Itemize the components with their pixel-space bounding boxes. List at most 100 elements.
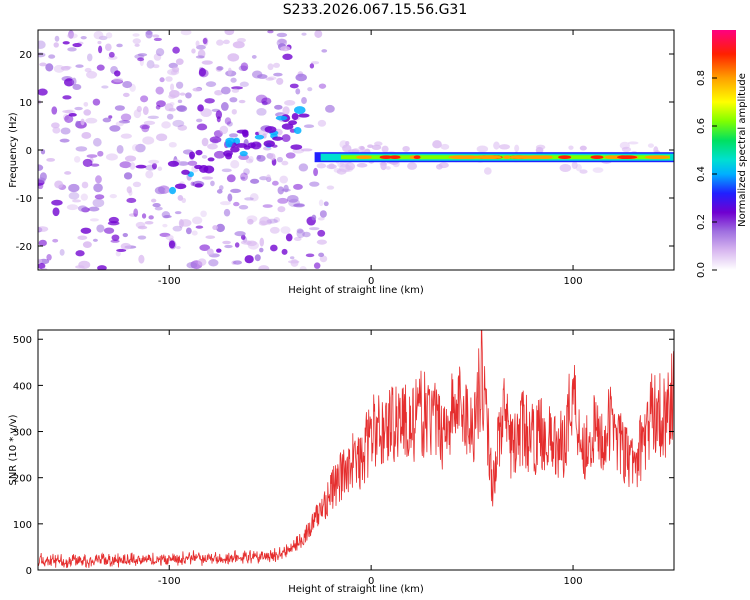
noise-blob	[114, 70, 121, 77]
noise-blob	[296, 228, 304, 234]
noise-blob	[498, 144, 511, 150]
noise-blob	[195, 225, 204, 229]
noise-blob	[244, 255, 254, 264]
noise-blob	[402, 145, 410, 152]
noise-blob	[159, 232, 171, 238]
noise-blob	[220, 86, 231, 95]
noise-blob	[204, 98, 215, 104]
noise-blob	[96, 224, 105, 233]
noise-blob	[290, 259, 299, 267]
noise-blob	[66, 33, 78, 39]
noise-blob	[85, 117, 98, 124]
signal-blob	[195, 149, 203, 156]
signal-blob	[243, 145, 251, 150]
noise-blob	[234, 231, 246, 237]
noise-blob	[177, 99, 183, 104]
signal-blob	[254, 134, 265, 140]
noise-blob	[75, 250, 85, 257]
noise-blob	[126, 186, 132, 194]
y-tick-label: 500	[13, 335, 32, 346]
noise-blob	[93, 30, 104, 40]
noise-blob	[159, 77, 165, 83]
noise-blob	[259, 237, 265, 247]
noise-blob	[152, 34, 160, 38]
noise-blob	[143, 120, 156, 126]
noise-blob	[407, 162, 418, 170]
noise-blob	[165, 234, 174, 241]
noise-blob	[72, 84, 82, 91]
noise-blob	[356, 163, 368, 168]
signal-blob	[263, 140, 275, 148]
x-tick-label: 100	[564, 276, 583, 287]
noise-blob	[172, 66, 180, 73]
noise-blob	[647, 143, 654, 148]
noise-blob	[232, 41, 245, 49]
noise-blob	[97, 40, 102, 45]
noise-blob	[212, 225, 218, 231]
noise-blob	[38, 258, 43, 264]
noise-blob	[113, 77, 124, 83]
noise-blob	[440, 143, 450, 150]
noise-blob	[318, 83, 327, 89]
noise-blob	[172, 46, 180, 54]
noise-blob	[259, 247, 264, 253]
noise-blob	[96, 64, 105, 71]
noise-blob	[120, 133, 132, 139]
noise-blob	[64, 171, 72, 175]
noise-blob	[514, 144, 520, 152]
noise-blob	[90, 163, 100, 167]
noise-blob	[436, 163, 443, 170]
noise-blob	[476, 145, 489, 153]
noise-blob	[136, 105, 142, 113]
noise-blob	[238, 99, 246, 104]
ridge-peak	[480, 155, 502, 159]
noise-blob	[269, 153, 276, 161]
noise-blob	[38, 226, 49, 232]
ridge-peak	[379, 155, 393, 159]
noise-blob	[196, 123, 208, 131]
noise-blob	[141, 124, 150, 133]
noise-blob	[53, 42, 59, 48]
noise-blob	[271, 180, 279, 186]
noise-blob	[103, 227, 115, 234]
noise-blob	[123, 172, 133, 180]
noise-blob	[86, 71, 98, 79]
noise-blob	[97, 265, 107, 270]
signal-blob	[242, 130, 249, 138]
noise-blob	[80, 118, 85, 126]
noise-blob	[60, 66, 71, 71]
noise-blob	[308, 227, 320, 231]
noise-blob	[147, 115, 159, 120]
noise-blob	[54, 35, 60, 42]
y-tick-label: 200	[13, 474, 32, 485]
noise-blob	[295, 73, 307, 82]
noise-blob	[62, 95, 72, 100]
noise-blob	[282, 53, 293, 60]
noise-blob	[246, 215, 258, 223]
noise-blob	[119, 161, 132, 169]
noise-blob	[179, 219, 192, 227]
noise-blob	[313, 262, 321, 269]
noise-blob	[199, 244, 211, 251]
noise-blob	[201, 137, 209, 147]
noise-blob	[86, 53, 93, 62]
noise-blob	[385, 166, 391, 170]
noise-blob	[155, 104, 161, 110]
noise-blob	[323, 201, 329, 207]
noise-blob	[230, 159, 240, 169]
noise-blob	[88, 206, 100, 212]
noise-blob	[128, 213, 138, 217]
noise-blob	[256, 143, 262, 148]
noise-blob	[231, 86, 243, 90]
noise-blob	[172, 119, 185, 128]
noise-blob	[122, 92, 130, 98]
noise-blob	[142, 106, 149, 116]
colorbar-tick-label: 0.2	[696, 214, 707, 230]
noise-blob	[627, 141, 639, 145]
noise-blob	[163, 215, 172, 219]
noise-blob	[276, 156, 283, 163]
noise-blob	[124, 155, 137, 162]
noise-blob	[267, 63, 274, 71]
noise-blob	[38, 164, 44, 171]
